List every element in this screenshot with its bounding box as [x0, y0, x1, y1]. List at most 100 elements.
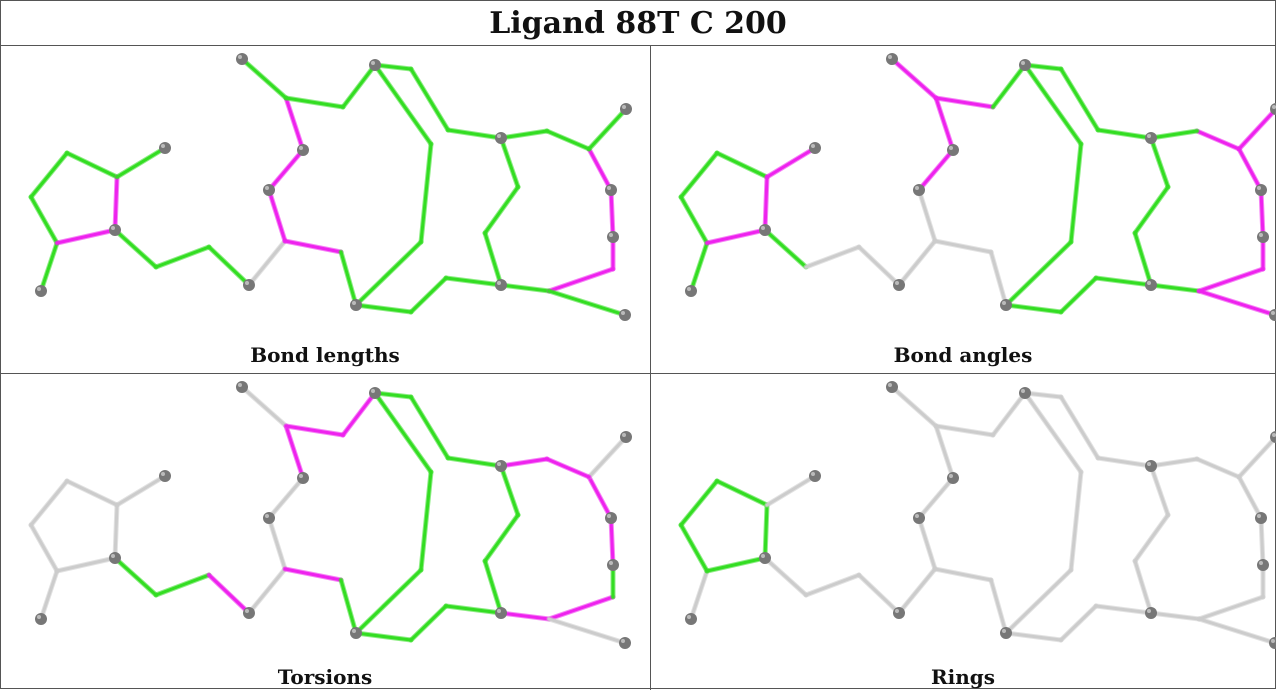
- bond: [545, 457, 591, 479]
- atom-highlight: [161, 144, 165, 148]
- atom: [159, 470, 171, 482]
- bond: [547, 267, 615, 293]
- atom-highlight: [621, 639, 625, 643]
- bond: [283, 567, 343, 582]
- bond: [991, 63, 1027, 109]
- bond: [1149, 129, 1199, 140]
- atom: [913, 512, 925, 524]
- bond: [284, 96, 305, 152]
- bond: [341, 391, 377, 437]
- bond: [679, 479, 719, 527]
- atom: [297, 472, 309, 484]
- atom-highlight: [1257, 514, 1261, 518]
- bond: [354, 568, 423, 635]
- atom: [1000, 627, 1012, 639]
- bond: [587, 435, 628, 479]
- atom-highlight: [265, 186, 269, 190]
- atom-highlight: [1259, 561, 1263, 565]
- atom: [243, 279, 255, 291]
- atom-highlight: [299, 474, 303, 478]
- atom: [619, 637, 631, 649]
- bond: [247, 567, 287, 615]
- atom-highlight: [1002, 629, 1006, 633]
- bond: [483, 559, 503, 615]
- column-divider: [650, 46, 651, 690]
- atom-highlight: [161, 472, 165, 476]
- atom: [1257, 231, 1269, 243]
- bond: [499, 136, 520, 189]
- bond: [1259, 188, 1265, 239]
- bond: [283, 239, 343, 254]
- atom-highlight: [1257, 186, 1261, 190]
- atom: [109, 224, 121, 236]
- bond: [419, 470, 433, 572]
- atom-highlight: [949, 146, 953, 150]
- atom-highlight: [299, 146, 303, 150]
- bond: [444, 276, 503, 287]
- atom: [620, 103, 632, 115]
- atom-highlight: [609, 561, 613, 565]
- atom-highlight: [1147, 134, 1151, 138]
- atom-highlight: [607, 186, 611, 190]
- bond: [890, 57, 938, 100]
- table-title: Ligand 88T C 200: [1, 1, 1275, 46]
- atom: [297, 144, 309, 156]
- atom-highlight: [949, 474, 953, 478]
- bond: [1004, 568, 1073, 635]
- atom-highlight: [915, 514, 919, 518]
- bond: [409, 276, 448, 314]
- bond: [113, 175, 119, 232]
- bond: [1004, 240, 1073, 307]
- atom-highlight: [888, 55, 892, 59]
- bond: [483, 185, 520, 235]
- atom-highlight: [371, 61, 375, 65]
- bond: [1059, 276, 1098, 314]
- bond: [890, 385, 938, 428]
- atom: [495, 132, 507, 144]
- atom: [495, 279, 507, 291]
- bond: [705, 556, 767, 573]
- bond: [1096, 128, 1153, 140]
- atom-highlight: [497, 281, 501, 285]
- bond: [339, 578, 358, 635]
- atom-highlight: [607, 514, 611, 518]
- atom-highlight: [1272, 105, 1276, 109]
- atom-highlight: [1271, 639, 1275, 643]
- bond: [1197, 617, 1276, 645]
- bond: [1237, 107, 1276, 151]
- bond: [1004, 303, 1063, 314]
- bond: [39, 569, 59, 621]
- atom-highlight: [1021, 389, 1025, 393]
- atom-highlight: [622, 105, 626, 109]
- atom-highlight: [111, 226, 115, 230]
- bond: [29, 195, 59, 245]
- bond: [547, 617, 627, 645]
- bond: [267, 476, 305, 520]
- bond: [679, 151, 719, 199]
- bond: [154, 573, 211, 597]
- atom: [159, 142, 171, 154]
- bond: [763, 503, 769, 560]
- atom-highlight: [888, 383, 892, 387]
- atom: [1145, 607, 1157, 619]
- bond: [989, 250, 1008, 307]
- atom: [759, 552, 771, 564]
- bond: [267, 516, 287, 571]
- bond: [115, 146, 167, 179]
- atom: [619, 309, 631, 321]
- bond: [113, 228, 158, 269]
- bond: [587, 107, 628, 151]
- rings-diagram: [678, 381, 1276, 649]
- bond: [1149, 464, 1170, 517]
- bond: [1096, 456, 1153, 468]
- bond: [1149, 136, 1170, 189]
- bond: [917, 148, 955, 192]
- bond: [207, 573, 251, 615]
- atom-highlight: [245, 281, 249, 285]
- atom-highlight: [352, 629, 356, 633]
- bond: [934, 424, 995, 437]
- atom: [1145, 132, 1157, 144]
- bond: [689, 241, 709, 293]
- atom-highlight: [1021, 61, 1025, 65]
